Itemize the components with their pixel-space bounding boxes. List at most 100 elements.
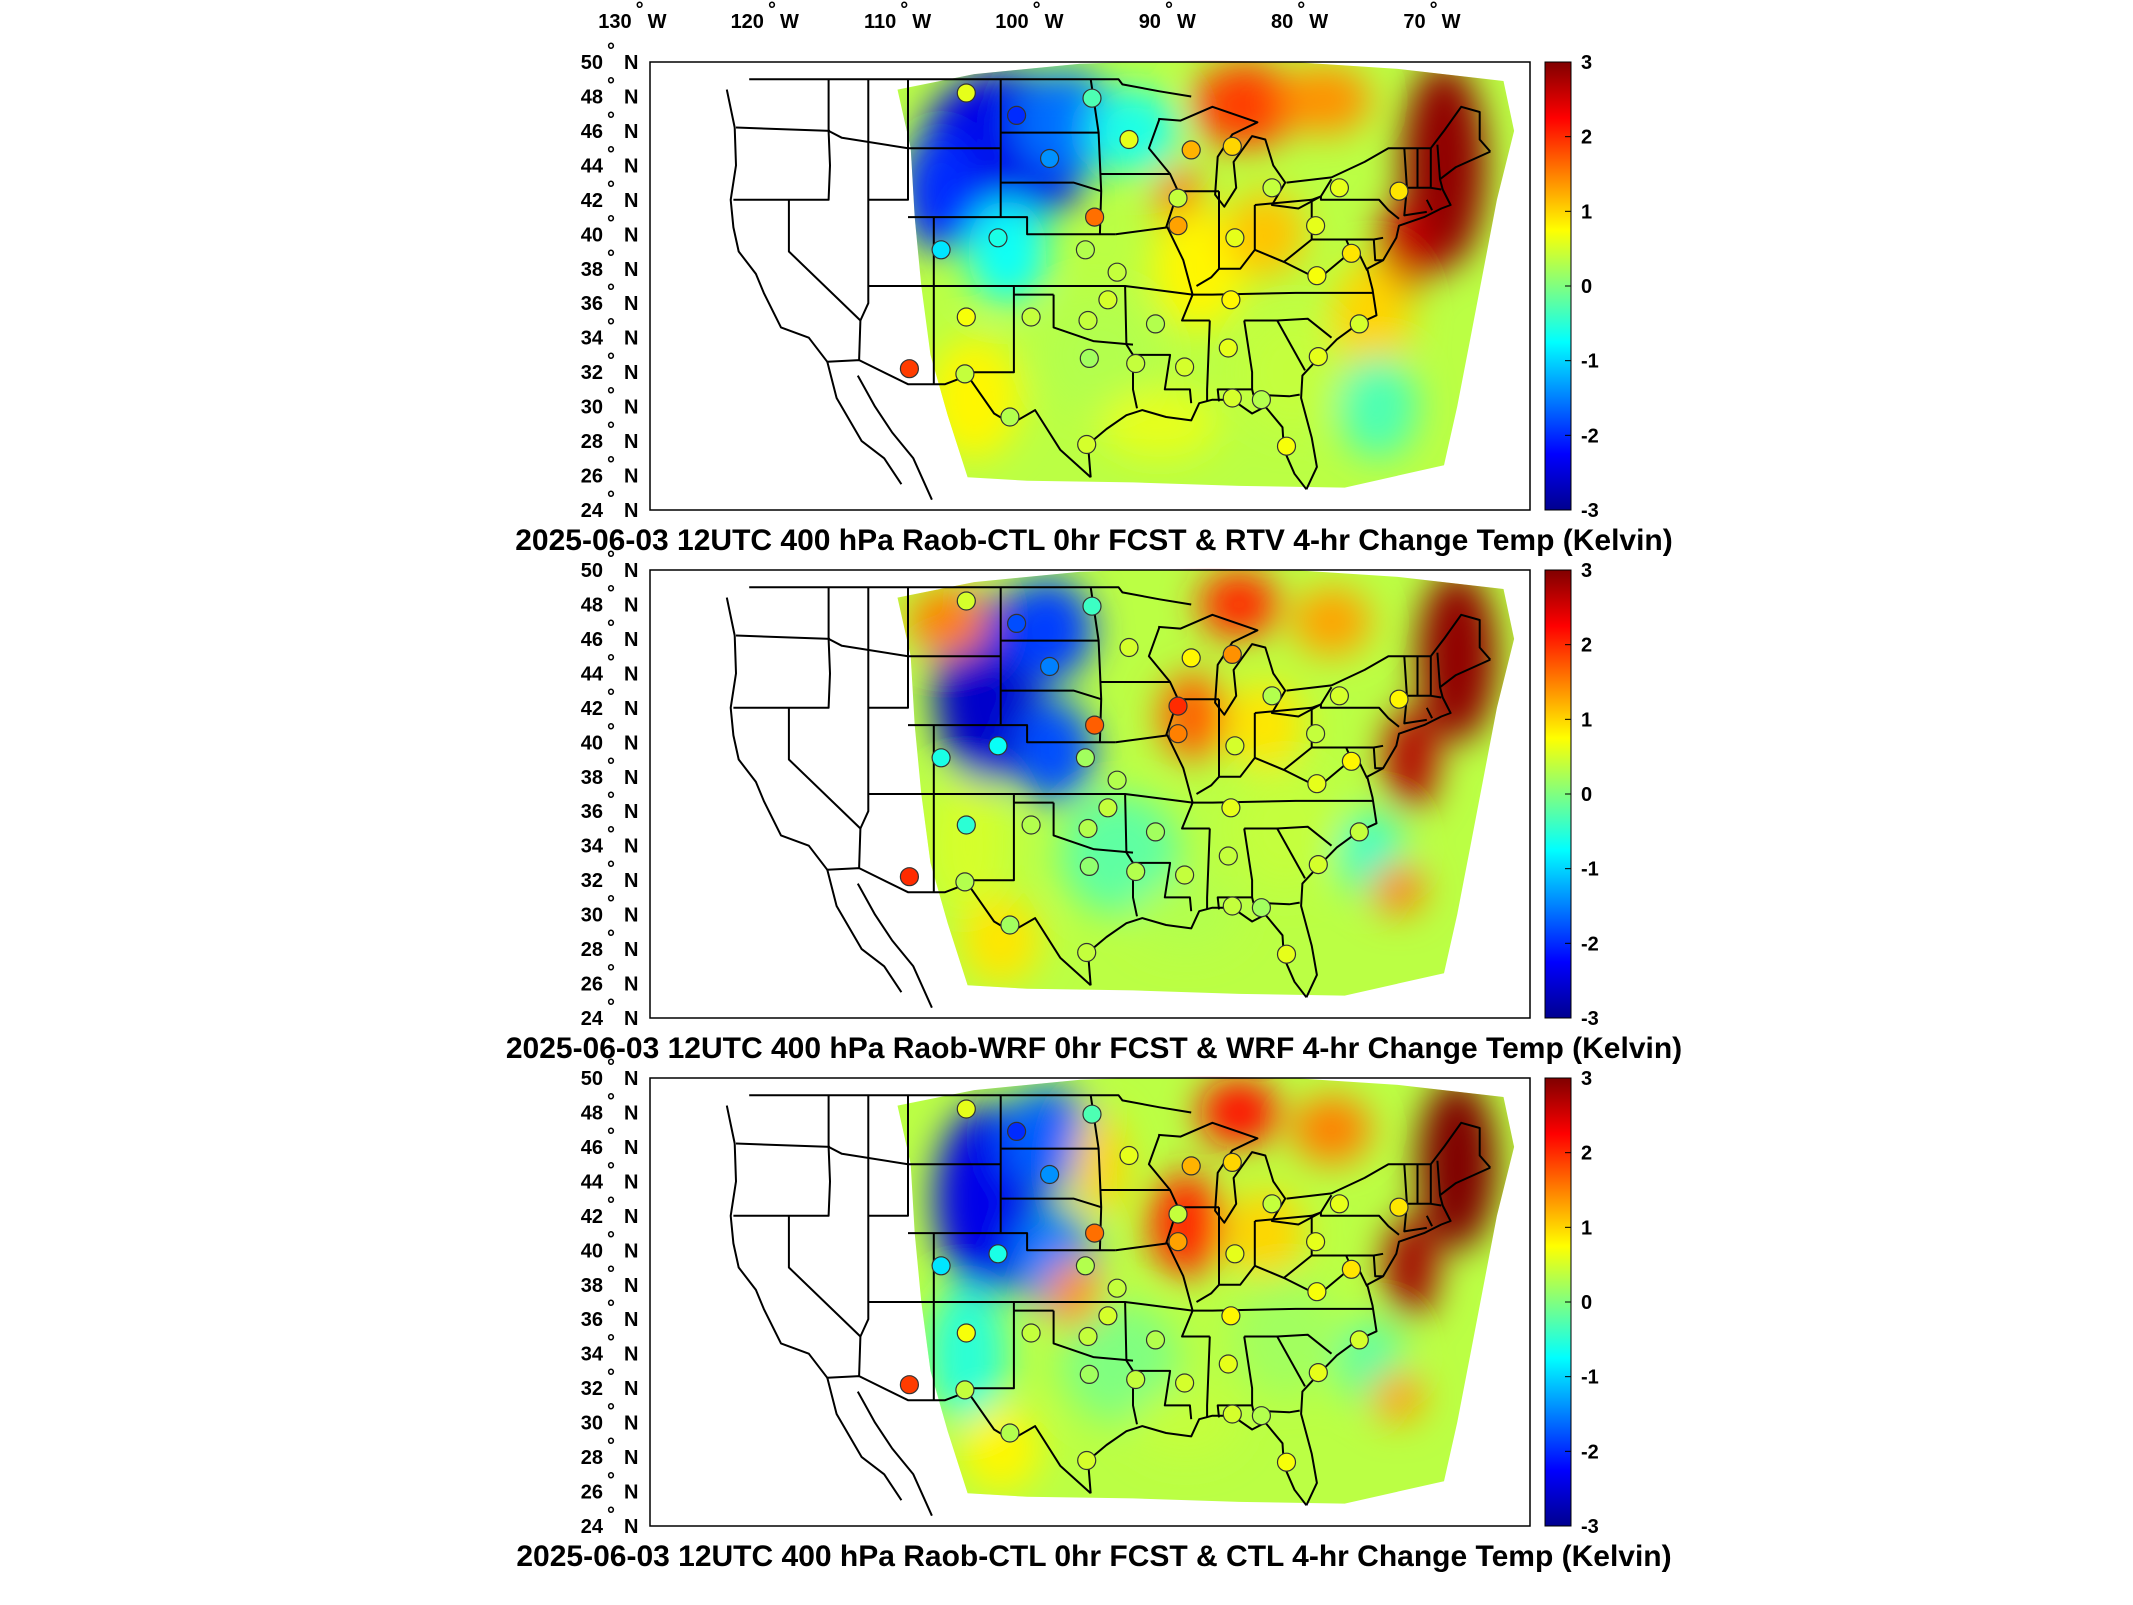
station-marker xyxy=(1251,898,1272,918)
colorbar-tick-label: -3 xyxy=(1581,1008,1599,1030)
colorbar-tick-label: -2 xyxy=(1581,425,1599,447)
station-marker xyxy=(1039,656,1060,677)
lat-tick-hemisphere: N xyxy=(624,431,638,453)
lat-tick-36: 36° N xyxy=(581,281,639,315)
lat-tick-value: 32 xyxy=(581,1378,603,1400)
colorbar-tick-label: -1 xyxy=(1581,859,1599,881)
station-marker xyxy=(1006,1121,1027,1142)
degree-symbol: ° xyxy=(1033,0,1041,21)
degree-symbol: ° xyxy=(607,858,615,880)
lat-tick-value: 34 xyxy=(581,836,604,858)
station-marker xyxy=(1341,1259,1362,1279)
degree-symbol: ° xyxy=(607,1435,615,1457)
colorbar-tick-label: -3 xyxy=(1581,500,1599,522)
degree-symbol: ° xyxy=(607,686,615,708)
lat-tick-hemisphere: N xyxy=(624,1378,638,1400)
degree-symbol: ° xyxy=(607,488,615,510)
degree-symbol: ° xyxy=(768,0,776,21)
station-marker xyxy=(1107,770,1127,790)
lon-tick-120: 120°W xyxy=(731,0,799,33)
lat-tick-value: 34 xyxy=(581,328,604,350)
colorbar-tick-label: 0 xyxy=(1581,276,1592,298)
lat-tick-24: 24° N xyxy=(581,1504,639,1538)
lat-tick-28: 28° N xyxy=(581,927,639,961)
lat-tick-hemisphere: N xyxy=(624,1206,638,1228)
lat-tick-value: 34 xyxy=(581,1344,604,1366)
lat-tick-value: 44 xyxy=(581,155,604,177)
lat-tick-26: 26° N xyxy=(581,454,639,488)
degree-symbol: ° xyxy=(607,1366,615,1388)
lat-tick-value: 40 xyxy=(581,224,603,246)
station-marker xyxy=(1251,390,1272,410)
station-marker xyxy=(1218,1354,1238,1374)
lat-tick-hemisphere: N xyxy=(624,974,638,996)
station-marker xyxy=(1181,648,1201,668)
lat-tick-40: 40° N xyxy=(581,212,639,246)
station-marker xyxy=(1221,798,1241,818)
lat-tick-value: 50 xyxy=(581,560,603,582)
degree-symbol: ° xyxy=(607,582,615,604)
station-marker xyxy=(1221,1306,1241,1326)
degree-symbol: ° xyxy=(607,1056,615,1078)
lat-tick-28: 28° N xyxy=(581,419,639,453)
station-marker xyxy=(1084,207,1105,227)
station-marker xyxy=(1168,216,1188,236)
lat-tick-hemisphere: N xyxy=(624,190,638,212)
degree-symbol: ° xyxy=(1430,0,1438,21)
lat-tick-34: 34° N xyxy=(581,824,639,858)
degree-symbol: ° xyxy=(900,0,908,21)
station-marker xyxy=(1389,181,1409,201)
lon-tick-90: 90°W xyxy=(1139,0,1196,33)
lat-tick-hemisphere: N xyxy=(624,629,638,651)
lat-tick-hemisphere: N xyxy=(624,1413,638,1435)
station-marker xyxy=(1145,1330,1166,1350)
lat-tick-hemisphere: N xyxy=(624,1275,638,1297)
station-marker xyxy=(1308,854,1328,875)
lat-tick-value: 40 xyxy=(581,732,603,754)
station-marker xyxy=(1349,1330,1369,1350)
degree-symbol: ° xyxy=(1297,0,1305,21)
station-marker xyxy=(899,359,920,379)
station-marker xyxy=(1341,751,1362,771)
colorbar-tick-label: 2 xyxy=(1581,635,1592,657)
state-boundaries xyxy=(725,1094,1492,1517)
lat-tick-hemisphere: N xyxy=(624,663,638,685)
raob-stations xyxy=(899,83,1409,456)
station-marker xyxy=(1082,1104,1102,1124)
colorbar: 3 2 1 0 -1 -2 -3 xyxy=(1544,52,1599,522)
lat-tick-36: 36° N xyxy=(581,1297,639,1331)
lat-tick-24: 24° N xyxy=(581,488,639,522)
station-marker xyxy=(1098,798,1118,818)
lat-tick-26: 26° N xyxy=(581,962,639,996)
panel-title: 2025-06-03 12UTC 400 hPa Raob-CTL 0hr FC… xyxy=(515,524,1673,557)
station-marker xyxy=(1307,774,1327,794)
lat-tick-hemisphere: N xyxy=(624,767,638,789)
degree-symbol: ° xyxy=(607,143,615,165)
station-marker xyxy=(1308,347,1328,367)
lat-tick-28: 28° N xyxy=(581,1435,639,1469)
lat-tick-value: 46 xyxy=(581,1137,603,1159)
station-marker xyxy=(1329,686,1350,706)
station-marker xyxy=(1276,436,1297,456)
lat-tick-value: 28 xyxy=(581,939,603,961)
lat-tick-24: 24° N xyxy=(581,996,639,1030)
degree-symbol: ° xyxy=(607,1263,615,1285)
degree-symbol: ° xyxy=(607,1194,615,1216)
lat-tick-value: 36 xyxy=(581,1309,603,1331)
station-marker xyxy=(1077,942,1097,963)
station-marker xyxy=(956,1323,976,1343)
station-marker xyxy=(1126,861,1146,882)
degree-symbol: ° xyxy=(607,316,615,338)
lat-tick-hemisphere: N xyxy=(624,1516,638,1538)
station-marker xyxy=(1329,178,1350,198)
colorbar-tick-label: 2 xyxy=(1581,1143,1592,1165)
lat-tick-48: 48° N xyxy=(581,74,639,108)
lat-tick-hemisphere: N xyxy=(624,52,638,74)
lat-tick-hemisphere: N xyxy=(624,466,638,488)
lon-tick-70: 70°W xyxy=(1403,0,1460,33)
lat-tick-hemisphere: N xyxy=(624,328,638,350)
station-marker xyxy=(1107,1278,1127,1298)
degree-symbol: ° xyxy=(607,996,615,1018)
lat-tick-38: 38° N xyxy=(581,1263,639,1297)
